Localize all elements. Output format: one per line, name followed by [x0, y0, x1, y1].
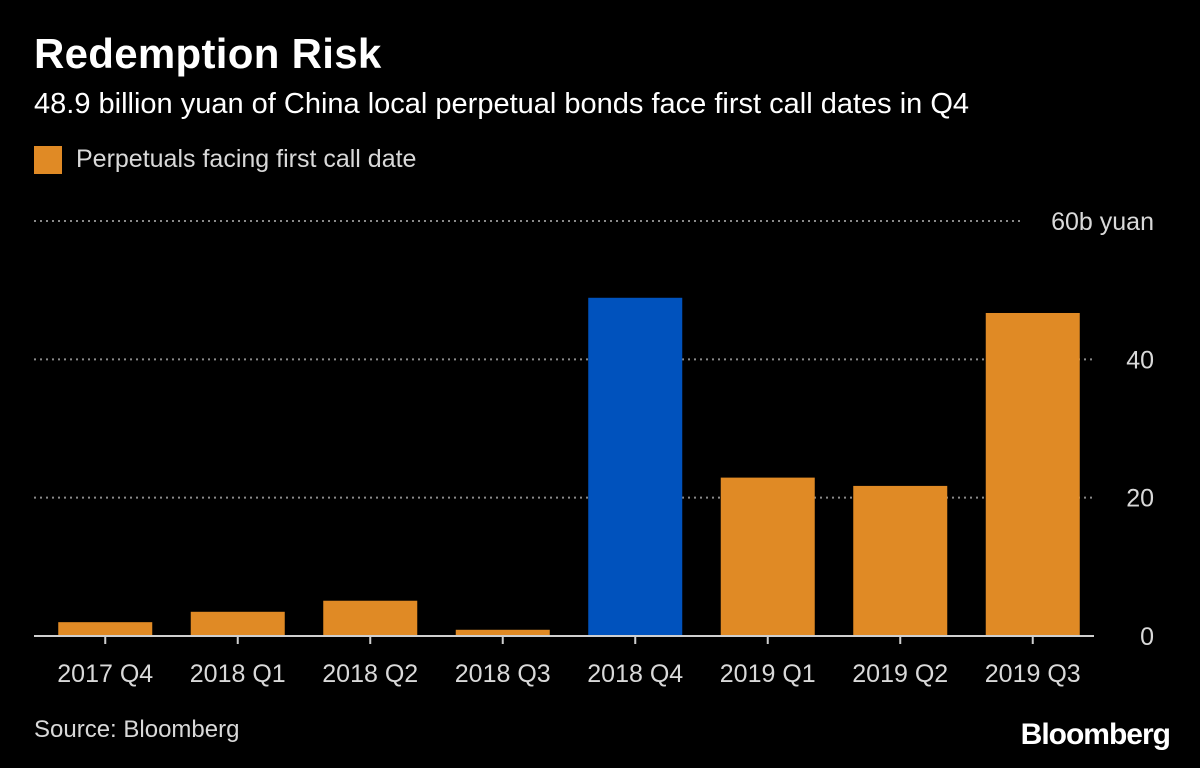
chart-legend: Perpetuals facing first call date	[34, 145, 416, 174]
bar-2017-q4	[58, 622, 153, 636]
chart-title: Redemption Risk	[34, 30, 382, 77]
bar-2018-q2	[323, 600, 418, 636]
y-axis: 0 20 40 60b yuan	[1051, 208, 1154, 651]
bar-2019-q2	[853, 485, 948, 636]
x-tick-label: 2018 Q4	[587, 660, 683, 688]
bar-2019-q3	[985, 312, 1080, 636]
y-tick-label: 60b yuan	[1051, 208, 1154, 236]
chart-subtitle: 48.9 billion yuan of China local perpetu…	[34, 88, 970, 120]
x-tick-label: 2017 Q4	[57, 660, 153, 688]
bloomberg-logo: Bloomberg	[1020, 718, 1171, 751]
x-tick-label: 2019 Q3	[985, 660, 1081, 688]
bar-2018-q3	[455, 629, 550, 636]
bar-2019-q1	[720, 477, 815, 636]
y-tick-label: 0	[1140, 623, 1154, 651]
x-axis	[34, 635, 1094, 644]
x-tick-label: 2018 Q2	[322, 660, 418, 688]
y-tick-label: 20	[1126, 485, 1154, 513]
bar-2018-q4	[588, 297, 683, 636]
x-tick-label: 2018 Q3	[455, 660, 551, 688]
bars	[58, 297, 1080, 636]
source-note: Source: Bloomberg	[34, 716, 240, 743]
gridlines	[34, 220, 1094, 499]
legend-label: Perpetuals facing first call date	[76, 145, 417, 173]
y-tick-label: 40	[1126, 346, 1154, 374]
x-tick-label: 2019 Q2	[852, 660, 948, 688]
bar-2018-q1	[190, 611, 285, 636]
x-tick-labels: 2017 Q4 2018 Q1 2018 Q2 2018 Q3 2018 Q4 2019 …	[57, 660, 1080, 688]
legend-swatch	[34, 145, 62, 174]
x-tick-label: 2018 Q1	[190, 660, 286, 688]
x-tick-label: 2019 Q1	[720, 660, 816, 688]
